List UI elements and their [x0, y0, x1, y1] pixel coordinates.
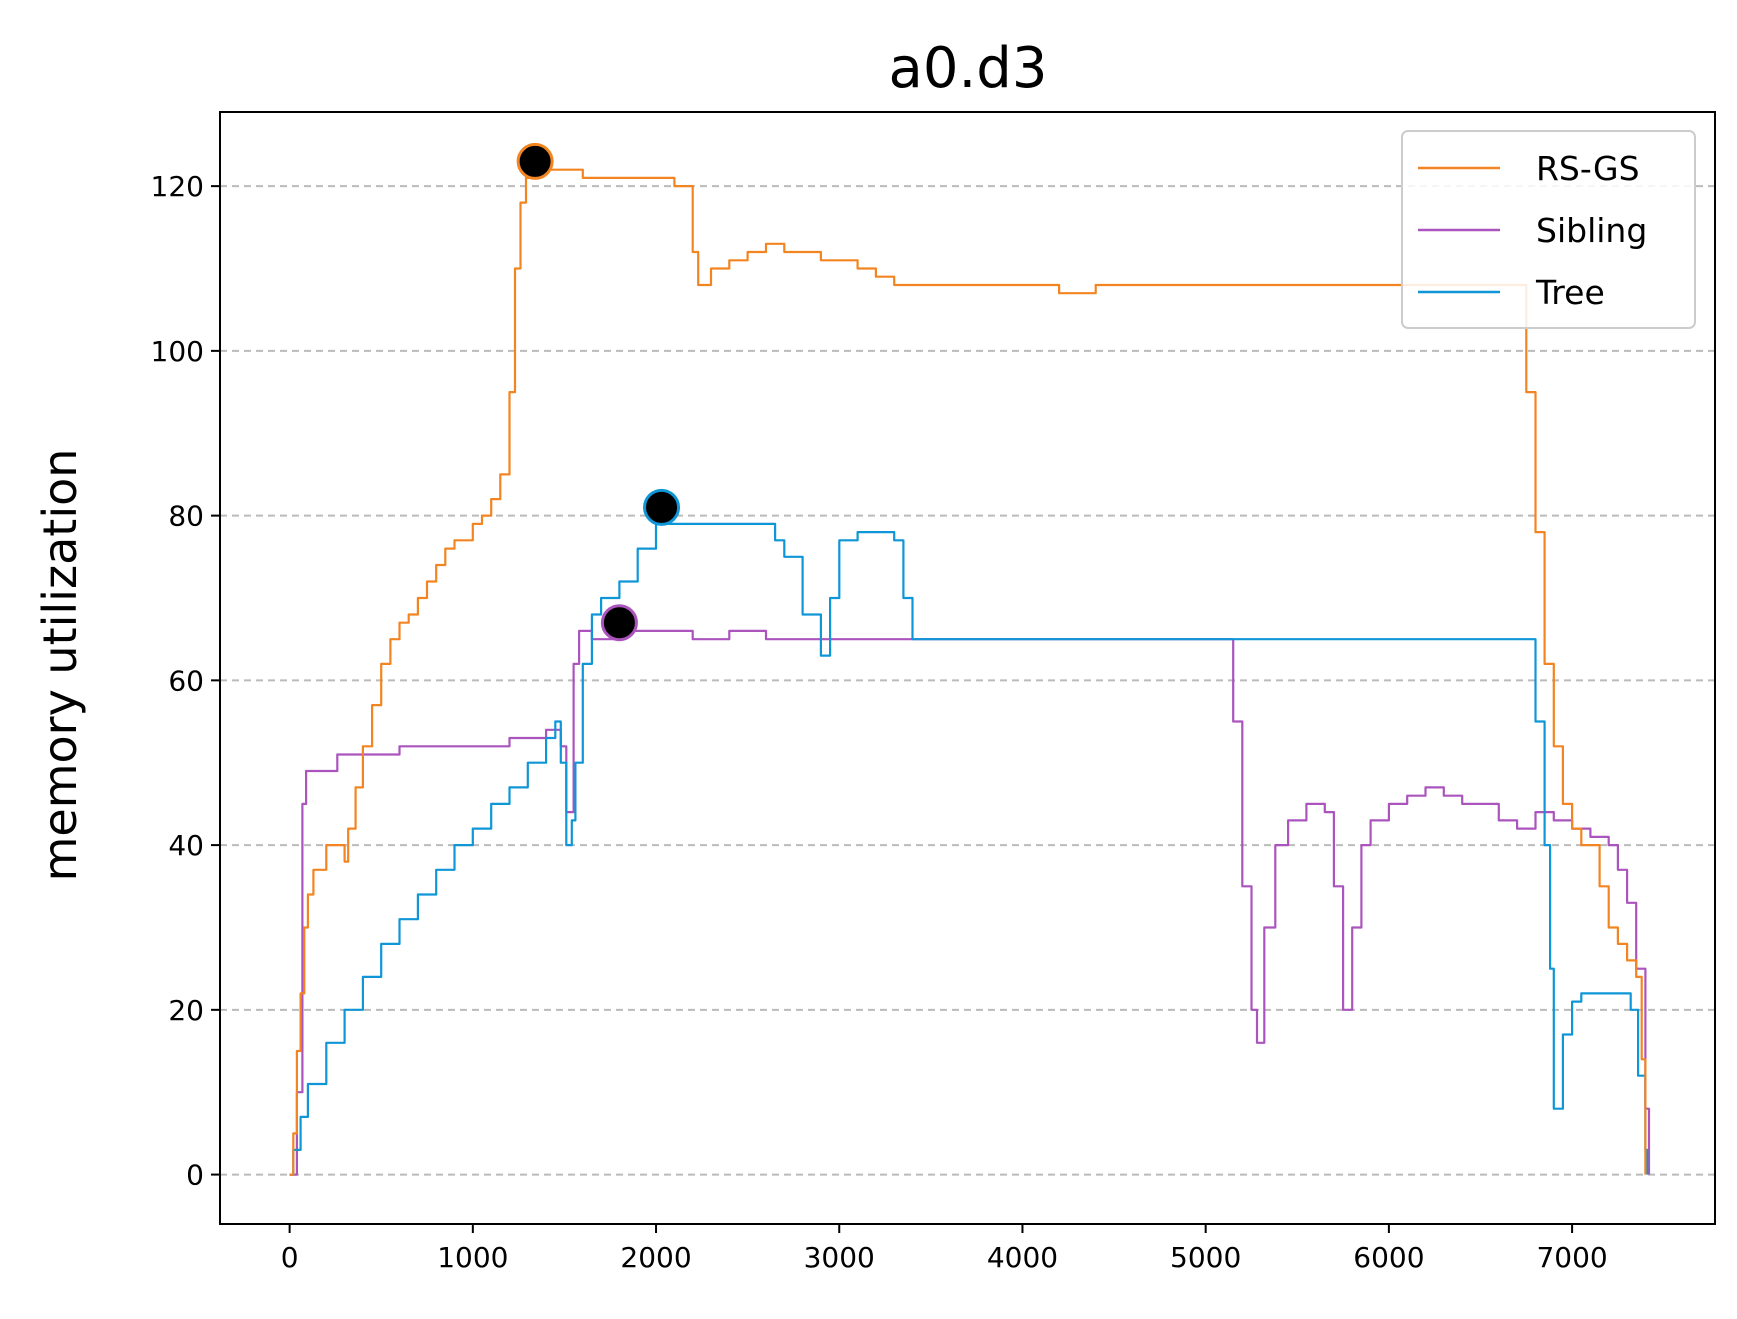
x-tick-label: 7000 [1536, 1241, 1607, 1274]
x-tick-label: 1000 [437, 1241, 508, 1274]
grid-lines [220, 185, 1715, 1176]
y-tick-label: 80 [168, 500, 204, 533]
peak-markers [516, 142, 681, 642]
chart-title: a0.d3 [889, 36, 1048, 101]
series-line-tree [289, 522, 1649, 1176]
series-layer [289, 160, 1651, 1176]
y-tick-label: 0 [186, 1159, 204, 1192]
legend-label: Sibling [1536, 211, 1647, 250]
x-tick-label: 6000 [1353, 1241, 1424, 1274]
y-tick-label: 20 [168, 994, 204, 1027]
series-line-rs-gs [289, 160, 1647, 1176]
y-axis-ticks: 0 20 40 60 80 100 120 [151, 170, 220, 1192]
y-axis-label: memory utilization [33, 449, 87, 882]
plot-frame [219, 111, 1716, 1225]
x-tick-label: 3000 [804, 1241, 875, 1274]
y-tick-label: 120 [151, 170, 204, 203]
x-tick-label: 0 [281, 1241, 299, 1274]
legend: RS-GS Sibling Tree [1401, 130, 1696, 329]
peak-marker-tree [643, 488, 681, 526]
y-tick-label: 60 [168, 664, 204, 697]
legend-box [1401, 130, 1696, 329]
y-tick-label: 100 [151, 335, 204, 368]
peak-marker-sibling [600, 604, 638, 642]
y-tick-label: 40 [168, 829, 204, 862]
legend-label: Tree [1535, 273, 1605, 312]
legend-label: RS-GS [1536, 149, 1640, 188]
x-tick-label: 5000 [1170, 1241, 1241, 1274]
x-tick-label: 2000 [620, 1241, 691, 1274]
series-line-sibling [289, 629, 1651, 1176]
x-tick-label: 4000 [987, 1241, 1058, 1274]
x-axis-ticks: 0 1000 2000 3000 4000 5000 6000 7000 [281, 1224, 1608, 1274]
peak-marker-rs-gs [516, 142, 554, 180]
